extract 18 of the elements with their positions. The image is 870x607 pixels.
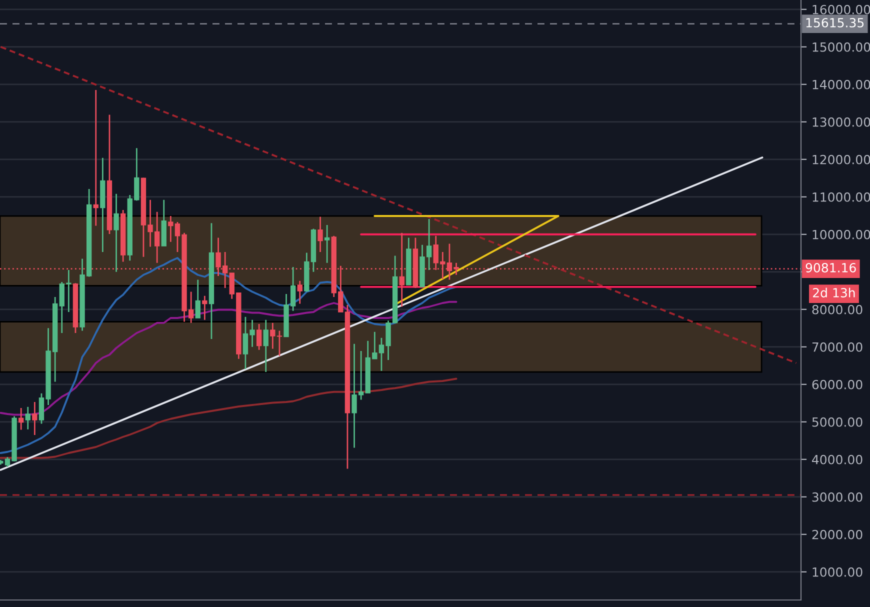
ref-line-label: 15615.35 [806,18,864,28]
y-tick-label: 2000.00 [812,530,862,540]
y-tick-label: 13000.00 [812,117,870,127]
y-tick-label: 16000.00 [812,4,870,14]
y-tick-label: 12000.00 [812,154,870,164]
y-tick-label: 11000.00 [812,192,870,202]
y-tick-label: 4000.00 [812,454,862,464]
y-tick-label: 7000.00 [812,342,862,352]
y-tick-label: 10000.00 [812,230,870,240]
text: 2d 13h [813,288,855,298]
y-tick-label: 1000.00 [812,567,862,577]
y-tick-label: 5000.00 [812,417,862,427]
y-tick-label: 6000.00 [812,380,862,390]
y-tick-label: 3000.00 [812,492,862,502]
ref-line-label: 9081.16 [806,263,856,272]
y-tick-label: 8000.00 [812,304,862,314]
y-tick-label: 14000.00 [812,80,870,90]
y-tick-label: 15000.00 [812,42,870,52]
